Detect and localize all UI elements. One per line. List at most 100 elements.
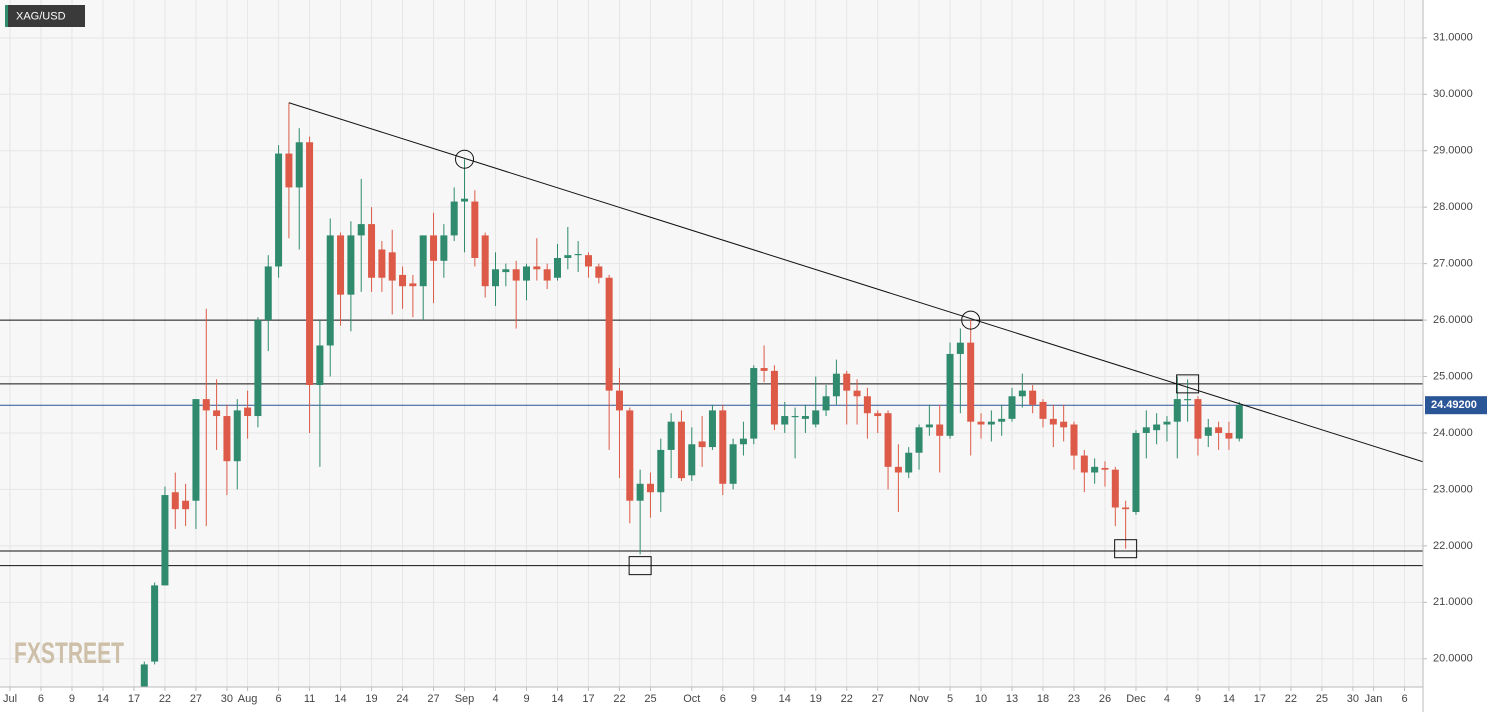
x-tick-label: 4 — [1164, 693, 1170, 705]
candle-body — [512, 269, 520, 281]
candle-body — [719, 410, 727, 484]
grid — [0, 0, 1423, 687]
candle-body — [492, 269, 500, 287]
candle-body — [161, 495, 169, 586]
candle-body — [1029, 390, 1037, 405]
candle-body — [399, 274, 407, 287]
candle-body — [223, 416, 231, 462]
marker-square — [1114, 539, 1138, 559]
candle-body — [843, 373, 851, 391]
candle-body — [151, 585, 159, 662]
candle-body — [1132, 432, 1140, 513]
x-tick-label: 13 — [1006, 693, 1018, 705]
candle-body — [905, 452, 913, 473]
x-tick-label: 9 — [69, 693, 75, 705]
candle-body — [285, 153, 293, 188]
candle-body — [874, 413, 882, 417]
candle-body — [1173, 399, 1181, 422]
x-tick-label: 18 — [1037, 693, 1049, 705]
candle-body — [946, 353, 954, 436]
candle-body — [543, 269, 551, 281]
candle-body — [615, 390, 623, 411]
y-tick-label: 24.0000 — [1433, 427, 1473, 439]
candle-body — [677, 421, 685, 479]
candle-body — [1225, 432, 1233, 439]
candle-body — [140, 664, 148, 687]
candle-body — [564, 255, 572, 258]
candle-body — [750, 368, 758, 439]
candle-body — [977, 421, 985, 425]
candle-body — [760, 368, 768, 371]
y-tick-label: 21.0000 — [1433, 596, 1473, 608]
candle-body — [1008, 396, 1016, 419]
candle-body — [1060, 421, 1068, 428]
candle-body — [936, 424, 944, 436]
last-price-label: 24.49200 — [1431, 399, 1477, 411]
candle-body — [202, 399, 210, 411]
candle-body — [791, 416, 799, 418]
candle-body — [182, 500, 190, 510]
candle-body — [1080, 455, 1088, 473]
candle-body — [368, 224, 376, 278]
candle-body — [584, 255, 592, 267]
x-tick-label: 25 — [1316, 693, 1328, 705]
candle-body — [770, 370, 778, 425]
candle-body — [1018, 390, 1026, 397]
candle-body — [316, 345, 324, 385]
candle-body — [461, 198, 469, 202]
candle-body — [688, 444, 696, 476]
candle-body — [171, 492, 179, 510]
candle-body — [388, 252, 396, 281]
x-tick-label: 23 — [1068, 693, 1080, 705]
candle-body — [708, 410, 716, 448]
y-axis-area — [1423, 0, 1501, 712]
x-axis-area — [0, 687, 1423, 712]
candle-body — [326, 235, 334, 346]
candle-body — [1235, 405, 1243, 439]
x-tick-label: 26 — [1099, 693, 1111, 705]
candle-body — [595, 266, 603, 278]
plot — [0, 102, 1423, 687]
x-tick-label: Nov — [909, 693, 929, 705]
candle-body — [1215, 427, 1223, 433]
x-tick-label: 19 — [365, 693, 377, 705]
y-tick-label: 31.0000 — [1433, 32, 1473, 44]
x-tick-label: 6 — [276, 693, 282, 705]
x-tick-label: 4 — [492, 693, 498, 705]
title-box — [5, 5, 85, 27]
marker-circle — [961, 310, 981, 330]
candle-body — [863, 396, 871, 414]
x-tick-label: 19 — [810, 693, 822, 705]
x-tick-label: 27 — [872, 693, 884, 705]
y-tick-label: 30.0000 — [1433, 88, 1473, 100]
candle-body — [636, 483, 644, 501]
x-tick-label: 17 — [1254, 693, 1266, 705]
candle-body — [1101, 467, 1109, 470]
candle-body — [254, 320, 262, 417]
marker-square — [628, 556, 652, 576]
candle-body — [832, 373, 840, 397]
x-tick-label: Oct — [683, 693, 700, 705]
candle-body — [812, 410, 820, 425]
x-tick-label: 14 — [551, 693, 563, 705]
candle-body — [502, 269, 510, 273]
x-tick-label: 14 — [334, 693, 346, 705]
last-price-box — [1425, 396, 1487, 415]
candle-body — [925, 424, 933, 428]
candle-body — [337, 235, 345, 295]
candle-body — [853, 390, 861, 397]
candle-body — [915, 427, 923, 453]
x-tick-label: Dec — [1126, 693, 1146, 705]
x-tick-label: 22 — [613, 693, 625, 705]
candle-body — [409, 283, 417, 287]
y-tick-label: 29.0000 — [1433, 145, 1473, 157]
y-tick-label: 20.0000 — [1433, 653, 1473, 665]
candle-body — [306, 142, 314, 385]
candle-body — [605, 277, 613, 391]
candle-body — [998, 418, 1006, 422]
trendline — [288, 102, 1423, 463]
x-tick-label: 30 — [221, 693, 233, 705]
x-tick-label: Jan — [1365, 693, 1383, 705]
